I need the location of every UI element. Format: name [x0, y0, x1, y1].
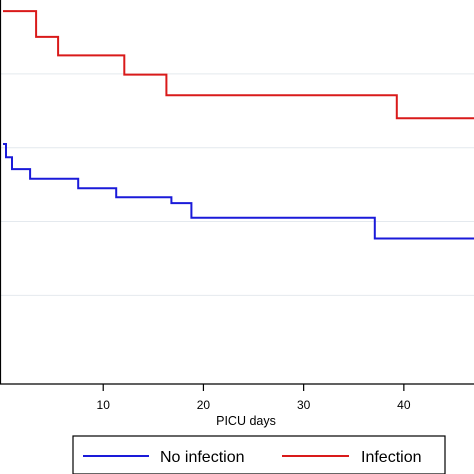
legend-label-infection: Infection: [361, 449, 421, 466]
legend: No infection Infection: [72, 435, 446, 474]
x-axis-title: PICU days: [216, 414, 276, 428]
series-lines: [3, 10, 474, 240]
x-tick-label: 10: [97, 398, 111, 412]
x-tick-label: 40: [397, 398, 411, 412]
legend-label-no-infection: No infection: [160, 449, 245, 466]
x-tick-label: 30: [297, 398, 311, 412]
x-axis-ticks: 10 20 30 40: [97, 384, 411, 412]
series-line-infection: [3, 10, 474, 120]
legend-box: [72, 435, 446, 474]
series-line-no-infection: [3, 143, 474, 240]
x-tick-label: 20: [197, 398, 211, 412]
grid-lines: [0, 73, 474, 296]
